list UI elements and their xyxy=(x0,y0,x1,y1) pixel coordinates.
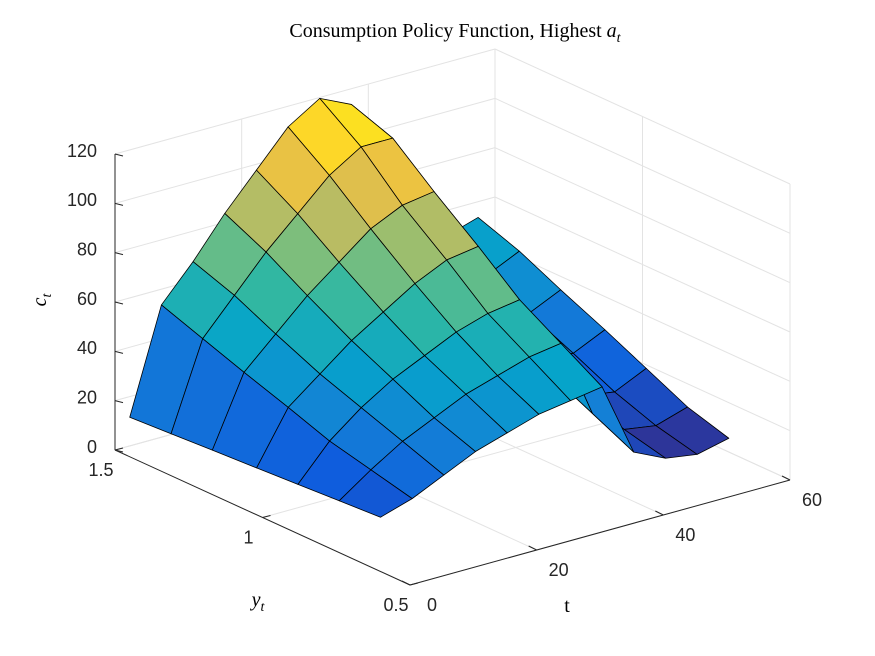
z-tick xyxy=(114,449,124,453)
y-tick xyxy=(409,582,419,586)
z-axis-label: ct xyxy=(29,293,55,307)
z-tick-label: 0 xyxy=(87,437,97,457)
surface-face xyxy=(338,469,413,518)
z-tick-label: 80 xyxy=(77,239,97,259)
x-tick-label: 60 xyxy=(802,490,822,510)
x-tick-label: 20 xyxy=(549,560,569,580)
x-tick-label: 0 xyxy=(427,595,437,615)
z-tick xyxy=(114,153,124,157)
y-axis-label: yt xyxy=(250,589,266,615)
x-axis xyxy=(409,479,791,586)
x-tick-label: 40 xyxy=(675,525,695,545)
x-tick xyxy=(655,510,664,516)
z-tick xyxy=(114,252,124,256)
y-tick-label: 1 xyxy=(243,528,253,548)
z-tick-label: 100 xyxy=(67,190,97,210)
z-tick-label: 60 xyxy=(77,289,97,309)
x-axis-label: t xyxy=(564,595,570,617)
z-tick xyxy=(114,301,124,305)
z-tick xyxy=(114,400,124,404)
y-tick xyxy=(114,447,124,451)
z-tick-label: 20 xyxy=(77,387,97,407)
z-tick xyxy=(114,202,124,206)
y-tick-label: 1.5 xyxy=(88,460,113,480)
y-tick xyxy=(262,515,271,518)
grid-line xyxy=(114,48,496,155)
z-tick-label: 40 xyxy=(77,338,97,358)
surface xyxy=(129,97,730,518)
x-tick xyxy=(528,545,537,551)
chart-title: Consumption Policy Function, Highest at xyxy=(289,20,621,46)
x-tick xyxy=(781,475,791,481)
z-tick xyxy=(114,350,124,354)
z-tick-label: 120 xyxy=(67,141,97,161)
x-tick xyxy=(401,580,411,586)
y-tick-label: 0.5 xyxy=(383,595,408,615)
